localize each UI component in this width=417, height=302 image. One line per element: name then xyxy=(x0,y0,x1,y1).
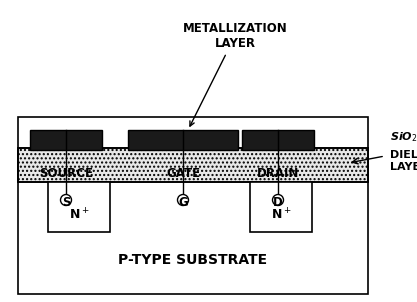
Text: N$^+$: N$^+$ xyxy=(271,207,291,223)
Text: D: D xyxy=(273,196,283,209)
Bar xyxy=(48,182,110,232)
Text: SiO$_2$: SiO$_2$ xyxy=(390,130,417,144)
Text: P-TYPE SUBSTRATE: P-TYPE SUBSTRATE xyxy=(118,253,268,267)
Text: METALLIZATION
LAYER: METALLIZATION LAYER xyxy=(183,22,287,126)
Bar xyxy=(18,117,368,294)
Text: SOURCE: SOURCE xyxy=(39,167,93,180)
Bar xyxy=(18,148,368,182)
Circle shape xyxy=(60,194,71,205)
Bar xyxy=(242,130,314,150)
Bar xyxy=(30,130,102,150)
Text: G: G xyxy=(178,196,188,209)
Text: DIELECTRIC
LAYER: DIELECTRIC LAYER xyxy=(390,150,417,172)
Bar xyxy=(250,182,312,232)
Text: GATE: GATE xyxy=(166,167,200,180)
Text: N$^+$: N$^+$ xyxy=(69,207,89,223)
Bar xyxy=(18,148,368,182)
Circle shape xyxy=(178,194,188,205)
Circle shape xyxy=(272,194,284,205)
Text: S: S xyxy=(62,196,70,209)
Text: DRAIN: DRAIN xyxy=(257,167,299,180)
Bar xyxy=(128,130,238,150)
